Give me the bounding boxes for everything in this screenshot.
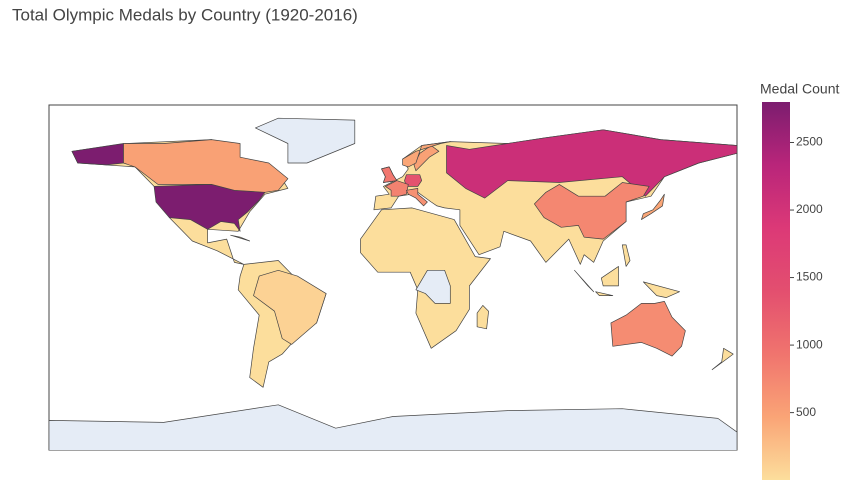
colorbar-scale [762, 102, 790, 480]
country [446, 129, 737, 199]
country [610, 301, 686, 357]
land-mass [574, 269, 595, 293]
country [641, 193, 665, 220]
country [123, 139, 289, 193]
colorbar: 500 1000 1500 2000 2500 [762, 102, 823, 480]
land-mass [230, 234, 251, 242]
country [534, 182, 650, 240]
no-data-land [255, 117, 356, 164]
country [385, 180, 409, 197]
colorbar-tick-label: 2500 [796, 135, 823, 149]
colorbar-tick-label: 500 [796, 405, 816, 419]
country-layer [71, 129, 737, 357]
land-mass [600, 266, 619, 287]
land-mass [642, 281, 680, 298]
no-data-land [415, 269, 451, 304]
country [381, 166, 398, 183]
country [402, 141, 451, 168]
colorbar-tick-label: 2000 [796, 202, 823, 216]
chart-title: Total Olympic Medals by Country (1920-20… [12, 5, 358, 24]
land-mass [476, 305, 489, 330]
land-mass [711, 347, 734, 371]
no-data-land [49, 404, 737, 450]
country [253, 269, 327, 345]
country [406, 188, 428, 207]
colorbar-tick-label: 1000 [796, 337, 823, 351]
land-mass [621, 244, 631, 267]
colorbar-tick-label: 1500 [796, 270, 823, 284]
colorbar-title: Medal Count [760, 81, 839, 97]
land-mass [595, 291, 614, 296]
